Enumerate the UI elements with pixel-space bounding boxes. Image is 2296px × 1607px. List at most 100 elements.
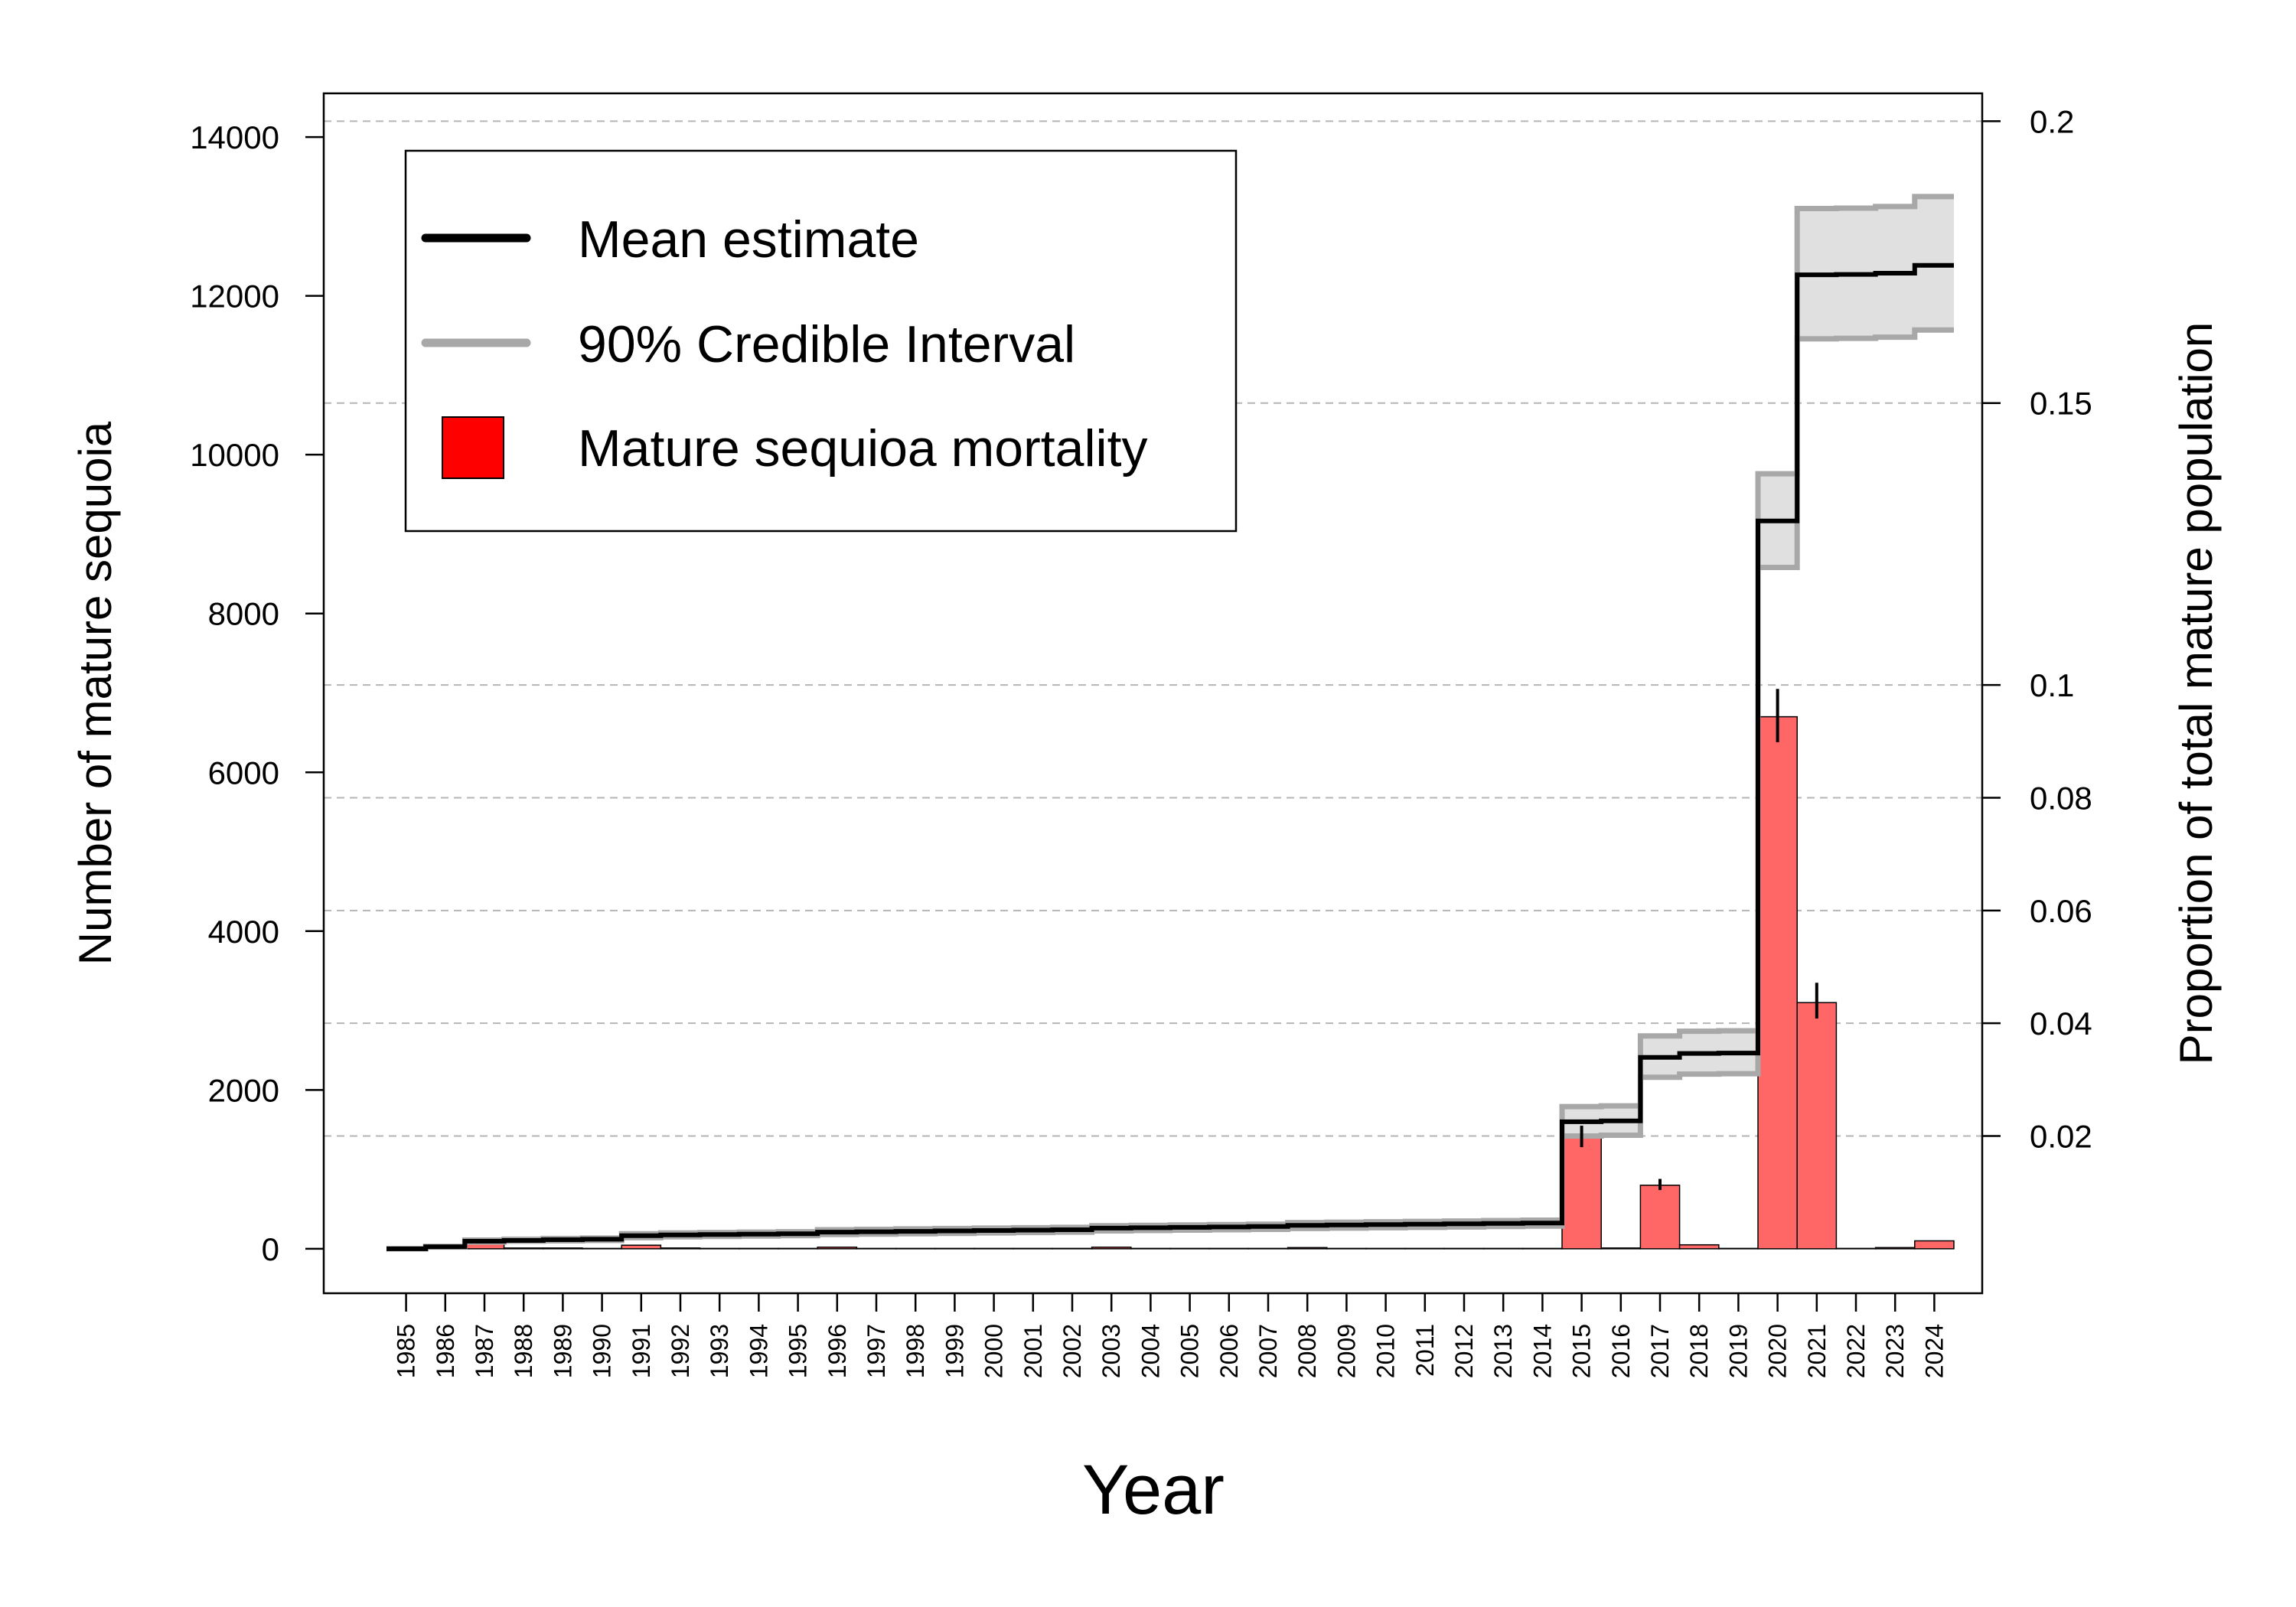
x-axis: 1985 1986 1987 1988 1989 1990 1991 1992 1993 1994… [393,1293,1948,1378]
mortality-bar-2024 [1914,1240,1955,1250]
mortality-bar-2017 [1639,1185,1681,1250]
y-tick-label: 0 [262,1231,279,1267]
y2-axis-title: Proportion of total mature population [2170,322,2222,1065]
mortality-bar-1995 [778,1247,818,1250]
x-tick-label: 2021 [1803,1324,1831,1378]
x-tick-label: 2014 [1528,1324,1556,1378]
x-tick-label: 1996 [823,1324,851,1378]
x-tick-label: 2009 [1332,1324,1360,1378]
y-axis-left: 0 2000 4000 6000 8000 10000 12000 14000 [190,119,324,1267]
x-tick-label: 2008 [1293,1324,1321,1378]
mortality-bar-2008 [1287,1247,1328,1250]
y-tick-label: 14000 [190,119,279,155]
x-tick-label: 2022 [1842,1324,1870,1378]
y-axis-right: 0.02 0.04 0.06 0.08 0.1 0.15 0.2 [1982,103,2092,1155]
y2-tick-label: 0.15 [2030,386,2092,422]
mortality-bar-2022 [1835,1247,1877,1250]
y2-tick-label: 0.06 [2030,893,2092,929]
x-tick-label: 1986 [432,1324,459,1378]
mortality-bar-2002 [1052,1247,1093,1250]
plot-frame [322,92,1984,1295]
mortality-bar-2023 [1874,1247,1916,1250]
y2-tick-label: 0.04 [2030,1006,2092,1041]
x-tick-label: 2004 [1137,1324,1164,1378]
x-tick-label: 2024 [1920,1324,1948,1378]
x-tick-label: 2005 [1176,1324,1204,1378]
legend-box [404,149,1238,533]
x-tick-label: 1992 [667,1324,694,1378]
y-tick-label: 6000 [208,755,279,790]
mortality-bar-2016 [1600,1247,1642,1250]
y2-tick-label: 0.02 [2030,1119,2092,1155]
x-tick-label: 2000 [980,1324,1008,1378]
error-bars [1580,689,1818,1191]
mortality-bar-1991 [621,1244,662,1250]
mortality-bar-2021 [1796,1002,1838,1250]
y2-tick-label: 0.2 [2030,103,2074,139]
x-tick-label: 1993 [706,1324,733,1378]
x-tick-label: 1990 [589,1324,616,1378]
mortality-bar-2014 [1522,1247,1563,1250]
x-tick-label: 2003 [1097,1324,1125,1378]
y-tick-label: 12000 [190,279,279,315]
legend-ci-label: 90% Credible Interval [578,315,1075,373]
x-tick-label: 1994 [745,1324,772,1378]
y2-tick-label: 0.08 [2030,780,2092,816]
x-tick-label: 2023 [1881,1324,1909,1378]
mean-estimate-line [386,262,1954,1251]
x-tick-label: 2019 [1724,1324,1752,1378]
grid-layer [324,120,1982,1137]
x-tick-label: 2018 [1685,1324,1713,1378]
mortality-bar-2012 [1443,1247,1485,1250]
mortality-bar-1992 [660,1247,701,1250]
x-tick-label: 2013 [1489,1324,1517,1378]
mortality-bar-2007 [1247,1247,1289,1250]
mortality-bar-2020 [1757,715,1798,1250]
mortality-bar-2010 [1365,1247,1406,1250]
mortality-bar-2001 [1013,1247,1054,1250]
mortality-bar-2006 [1208,1247,1250,1250]
y2-tick-label: 0.1 [2030,667,2074,703]
mortality-bar-2003 [1091,1247,1132,1250]
legend-mortality-swatch [442,416,504,479]
x-tick-label: 1991 [628,1324,655,1378]
estimate-lines [386,194,1954,1252]
x-tick-label: 1999 [941,1324,968,1378]
mortality-bar-1996 [817,1247,858,1250]
mortality-bar-2000 [974,1247,1014,1250]
mortality-bar-2015 [1561,1135,1602,1250]
mortality-bar-1994 [739,1247,779,1250]
x-axis-title: Year [1082,1451,1225,1529]
mortality-bar-1990 [582,1247,622,1250]
x-tick-label: 2007 [1254,1324,1282,1378]
x-tick-label: 1989 [549,1324,576,1378]
mortality-bar-1993 [699,1247,740,1250]
legend-mean-label: Mean estimate [578,210,919,269]
x-tick-label: 2006 [1215,1324,1243,1378]
x-tick-label: 2015 [1568,1324,1596,1378]
mortality-bar-2011 [1404,1247,1446,1250]
y-axis-title: Number of mature sequoia [70,421,121,965]
y-tick-label: 8000 [208,596,279,632]
mortality-bar-2004 [1130,1247,1171,1250]
mortality-bar-1988 [503,1247,544,1250]
x-tick-label: 2010 [1372,1324,1400,1378]
x-tick-label: 2020 [1764,1324,1792,1378]
legend: Mean estimate 90% Credible Interval Matu… [404,149,1238,533]
mortality-bar-2019 [1718,1247,1759,1250]
x-tick-label: 2017 [1646,1324,1674,1378]
mortality-bar-2013 [1482,1247,1524,1250]
x-tick-label: 1998 [902,1324,929,1378]
x-tick-label: 2011 [1411,1324,1439,1377]
x-tick-label: 1997 [863,1324,890,1378]
mortality-bar-2009 [1326,1247,1367,1250]
legend-mortality-label: Mature sequioa mortality [578,419,1148,478]
mortality-bar-1997 [856,1247,897,1250]
x-tick-label: 1985 [393,1324,420,1378]
mortality-bar-1998 [895,1247,936,1250]
mortality-bar-2018 [1678,1244,1720,1250]
y-tick-label: 10000 [190,437,279,473]
x-tick-label: 2002 [1058,1324,1086,1378]
x-tick-label: 2001 [1019,1324,1047,1378]
